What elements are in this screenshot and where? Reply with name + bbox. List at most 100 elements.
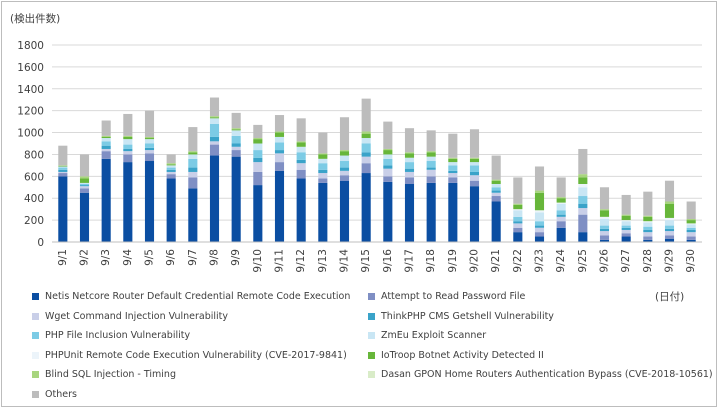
bar-segment: [144, 110, 155, 137]
bar-segment: [534, 227, 545, 233]
bar-segment: [361, 173, 371, 242]
bar-segment: [339, 167, 350, 171]
bar-segment: [339, 161, 350, 168]
bar-segment: [534, 232, 545, 237]
bar-segment: [209, 118, 220, 124]
bar-segment: [513, 209, 523, 211]
bar-segment: [599, 235, 610, 240]
bar-segment: [274, 150, 285, 154]
bar-segment: [664, 231, 675, 236]
bar-segment: [426, 152, 436, 157]
bar-segment: [643, 239, 653, 242]
bar-segment: [686, 219, 696, 221]
bar-segment: [361, 138, 371, 144]
bar-segment: [101, 145, 111, 149]
bar-segment: [621, 236, 631, 242]
bar-segment: [123, 162, 133, 242]
bar-segment: [361, 131, 371, 134]
bar-segment: [318, 182, 328, 242]
bar-segment: [686, 232, 696, 237]
bar-segment: [469, 171, 480, 176]
x-tick-label: 9/17: [404, 249, 416, 273]
bar-segment: [469, 162, 480, 166]
bar-segment: [166, 163, 176, 165]
bar-segment: [404, 153, 415, 158]
bar-segment: [448, 173, 458, 178]
bar-segment: [686, 227, 696, 230]
bar-segment: [491, 196, 501, 202]
bar-segment: [361, 98, 371, 132]
bar-segment: [534, 212, 545, 222]
bar-segment: [556, 227, 566, 242]
bar-segment: [426, 182, 436, 242]
y-tick-label: 1800: [17, 40, 44, 52]
bar-segment: [339, 170, 350, 176]
x-tick-label: 9/6: [165, 249, 177, 266]
bar-segment: [578, 232, 588, 242]
bar-segment: [426, 156, 436, 162]
bar-segment: [274, 162, 285, 171]
bar-segment: [58, 169, 68, 172]
bar-segment: [556, 177, 566, 198]
bar-segment: [578, 174, 588, 178]
bar-segment: [513, 223, 523, 228]
bar-segment: [144, 143, 155, 148]
bar-segment: [188, 167, 198, 172]
bar-segment: [79, 176, 90, 179]
bar-segment: [166, 164, 176, 166]
bar-segment: [58, 173, 68, 177]
bar-segment: [274, 170, 285, 242]
bar-segment: [253, 171, 263, 186]
bar-segment: [469, 180, 480, 187]
x-tick-label: 9/12: [295, 249, 307, 273]
bar-segment: [144, 138, 155, 140]
y-tick-label: 1400: [17, 84, 44, 96]
bar-segment: [188, 127, 198, 152]
bar-segment: [534, 210, 545, 213]
bar-segment: [209, 136, 220, 142]
bar-segment: [296, 169, 306, 179]
bar-segment: [296, 159, 306, 164]
bar-segment: [664, 201, 675, 204]
bar-segment: [144, 153, 155, 162]
bar-segment: [123, 144, 133, 149]
y-tick-label: 600: [24, 171, 44, 183]
bar-segment: [556, 216, 566, 222]
x-tick-label: 9/21: [490, 249, 502, 273]
bar-segment: [318, 154, 328, 159]
bar-segment: [556, 202, 566, 204]
bar-segment: [578, 183, 588, 188]
bar-segment: [578, 196, 588, 204]
bar-segment: [426, 169, 436, 177]
bar-segment: [296, 163, 306, 170]
bar-segment: [58, 165, 68, 167]
bar-segment: [513, 204, 523, 210]
bar-segment: [318, 158, 328, 164]
bar-segment: [274, 131, 285, 133]
x-tick-label: 9/26: [599, 249, 611, 273]
x-tick-label: 9/2: [79, 249, 91, 266]
bar-segment: [166, 171, 176, 175]
bar-segment: [58, 165, 68, 166]
bar-segment: [361, 143, 371, 153]
bar-segment: [101, 148, 111, 152]
bar-segment: [621, 225, 631, 228]
y-tick-label: 800: [24, 149, 44, 161]
bar-segment: [188, 158, 198, 168]
bar-segment: [274, 136, 285, 143]
bar-segment: [664, 180, 675, 202]
bar-segment: [513, 203, 523, 205]
bar-segment: [123, 113, 133, 136]
bar-segment: [144, 147, 155, 151]
bar-segment: [404, 162, 415, 169]
bar-segment: [101, 138, 111, 142]
bar-segment: [621, 227, 631, 230]
bar-segment: [274, 132, 285, 137]
bar-segment: [513, 216, 523, 222]
bar-segment: [469, 129, 480, 158]
bar-segment: [144, 161, 155, 242]
bar-segment: [101, 158, 111, 242]
bar-segment: [318, 178, 328, 183]
bar-segment: [448, 162, 458, 166]
bar-segment: [58, 171, 68, 174]
